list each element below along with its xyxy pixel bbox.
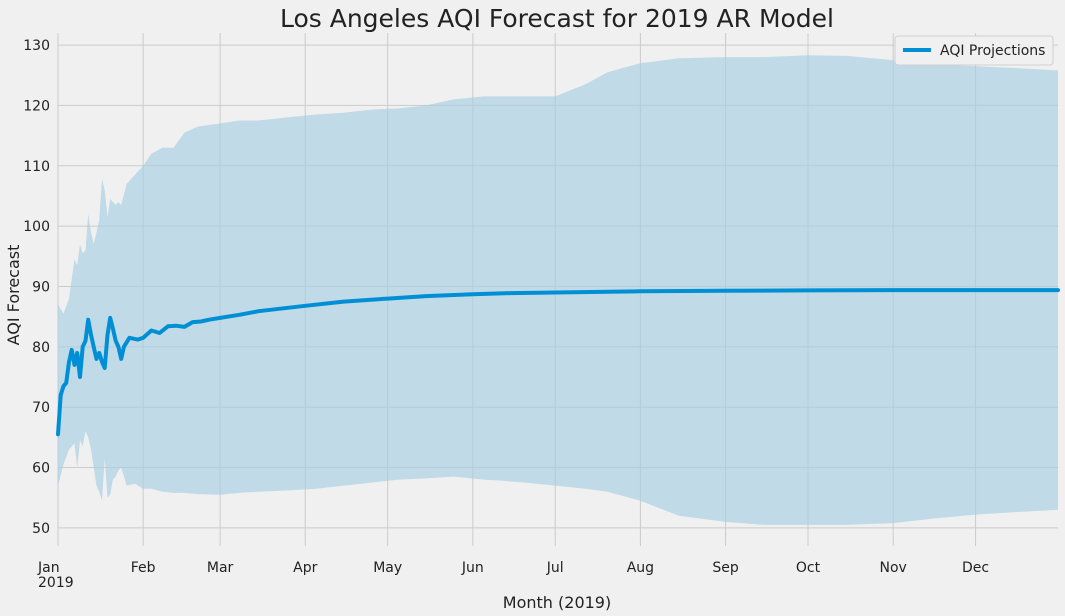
aqi-projection-line <box>56 288 1060 437</box>
confidence-band <box>58 55 1058 525</box>
y-tick-label: 60 <box>32 461 50 477</box>
x-axis-label: Month (2019) <box>503 593 611 612</box>
x-tick-label: Dec <box>962 560 989 576</box>
y-tick-label: 80 <box>32 340 50 356</box>
x-tick-label: Nov <box>880 560 907 576</box>
x-tick-label: Feb <box>131 560 156 576</box>
chart-title: Los Angeles AQI Forecast for 2019 AR Mod… <box>280 4 834 33</box>
y-tick-label: 70 <box>32 400 50 416</box>
legend-label: AQI Projections <box>940 43 1045 59</box>
legend-box <box>894 35 1054 66</box>
y-tick-label: 130 <box>23 38 50 54</box>
legend: AQI Projections <box>894 35 1054 66</box>
y-tick-label: 50 <box>32 521 50 537</box>
y-tick-label: 110 <box>23 159 50 175</box>
y-tick-labels: 50 60 70 80 90 100 110 120 130 <box>23 38 50 537</box>
x-tick-label: Jun <box>461 560 484 576</box>
x-tick-label: Sep <box>712 560 739 576</box>
x-tick-label: Jan <box>37 560 60 576</box>
x-tick-label: Jul <box>546 560 564 576</box>
x-tick-label: May <box>373 560 402 576</box>
x-tick-label: Apr <box>293 560 317 576</box>
y-tick-label: 120 <box>23 98 50 114</box>
x-tick-label: Oct <box>796 560 821 576</box>
y-axis-label: AQI Forecast <box>4 245 23 346</box>
x-tick-sublabel: 2019 <box>38 575 74 591</box>
y-tick-label: 100 <box>23 219 50 235</box>
x-tick-label: Aug <box>627 560 654 576</box>
x-tick-label: Mar <box>207 560 234 576</box>
y-tick-label: 90 <box>32 279 50 295</box>
